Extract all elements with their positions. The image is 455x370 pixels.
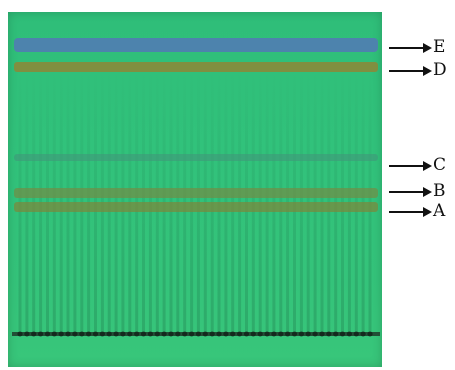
origin-spot xyxy=(298,331,304,337)
origin-spot xyxy=(127,331,133,337)
arrow-b-head xyxy=(423,187,432,197)
marker-d: D xyxy=(389,60,455,80)
origin-spot xyxy=(38,331,44,337)
origin-spot xyxy=(147,331,153,337)
label-d: D xyxy=(433,60,447,80)
arrow-d-head xyxy=(423,66,432,76)
origin-spot xyxy=(305,331,311,337)
band-d xyxy=(14,62,378,72)
label-b: B xyxy=(433,181,446,201)
origin-spot xyxy=(312,331,318,337)
origin-spots xyxy=(17,331,373,337)
origin-spot xyxy=(291,331,298,337)
origin-spot xyxy=(120,331,126,337)
label-c: C xyxy=(433,155,447,175)
origin-spot xyxy=(195,331,201,337)
band-b xyxy=(14,188,378,198)
origin-spot xyxy=(17,331,23,337)
origin-spot xyxy=(189,331,195,337)
origin-spot xyxy=(202,331,208,337)
origin-spot xyxy=(333,331,339,337)
origin-spot xyxy=(24,331,30,337)
arrow-c-head xyxy=(423,161,432,171)
origin-spot xyxy=(264,331,270,337)
arrow-c-shaft xyxy=(389,165,425,167)
arrow-b-shaft xyxy=(389,191,425,193)
origin-spot xyxy=(360,331,366,337)
arrow-a-head xyxy=(423,207,432,217)
origin-spot xyxy=(113,331,119,337)
origin-spot xyxy=(86,331,92,337)
origin-spot xyxy=(161,331,167,337)
tlc-plate xyxy=(8,12,382,367)
origin-spot xyxy=(31,331,37,337)
origin-spot xyxy=(79,331,85,337)
marker-e: E xyxy=(389,37,455,57)
origin-spot xyxy=(278,331,284,337)
origin-spot xyxy=(92,331,99,337)
origin-spot xyxy=(99,331,105,337)
origin-spot xyxy=(257,331,263,337)
label-a: A xyxy=(433,201,446,221)
origin-spot xyxy=(367,331,373,337)
origin-spot xyxy=(44,331,51,337)
origin-spot xyxy=(237,331,243,337)
origin-spot xyxy=(154,331,160,337)
origin-spot xyxy=(106,331,112,337)
origin-spot xyxy=(353,331,359,337)
origin-spot xyxy=(250,331,256,337)
origin-spot xyxy=(140,331,147,337)
origin-spot xyxy=(285,331,291,337)
origin-spot xyxy=(223,331,229,337)
band-e xyxy=(14,38,378,52)
origin-spot xyxy=(216,331,222,337)
marker-b: B xyxy=(389,181,455,201)
origin-spot xyxy=(339,331,346,337)
origin-spot xyxy=(243,331,250,337)
origin-spot xyxy=(168,331,174,337)
marker-a: A xyxy=(389,201,455,221)
arrow-e-shaft xyxy=(389,47,425,49)
origin-spot xyxy=(72,331,78,337)
origin-spot xyxy=(175,331,181,337)
band-c xyxy=(14,154,378,161)
origin-spot xyxy=(65,331,71,337)
origin-spot xyxy=(230,331,236,337)
origin-spot xyxy=(326,331,332,337)
origin-spot xyxy=(346,331,352,337)
plate-drawing xyxy=(12,38,380,337)
arrow-e-head xyxy=(423,43,432,53)
origin-spot xyxy=(209,331,215,337)
origin-spot xyxy=(182,331,188,337)
arrow-d-shaft xyxy=(389,70,425,72)
band-a xyxy=(14,202,378,212)
origin-spot xyxy=(51,331,57,337)
origin-spot xyxy=(58,331,64,337)
label-e: E xyxy=(433,37,446,57)
origin-spot xyxy=(134,331,140,337)
origin-spot xyxy=(319,331,325,337)
marker-c: C xyxy=(389,155,455,175)
arrow-a-shaft xyxy=(389,211,425,213)
origin-spot xyxy=(271,331,277,337)
